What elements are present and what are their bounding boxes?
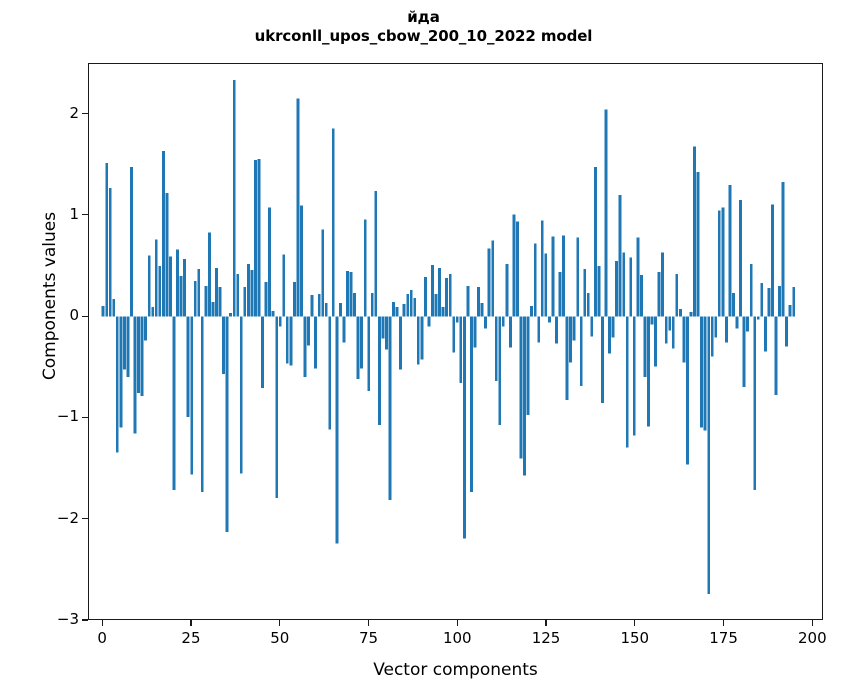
plot-area: [88, 63, 823, 620]
x-tick-label: 75: [358, 629, 379, 647]
y-tick-mark: [82, 214, 88, 216]
y-tick-mark: [82, 113, 88, 115]
x-tick-label: 100: [442, 629, 472, 647]
x-tick-mark: [545, 620, 547, 626]
x-tick-mark: [456, 620, 458, 626]
x-tick-mark: [811, 620, 813, 626]
x-tick-label: 25: [181, 629, 201, 647]
y-tick-mark: [82, 619, 88, 621]
y-axis-label: Components values: [40, 211, 60, 381]
y-tick-label: −3: [56, 610, 79, 628]
x-tick-label: 175: [709, 629, 738, 647]
y-tick-label: 2: [69, 103, 79, 122]
y-tick-mark: [82, 518, 88, 520]
x-tick-mark: [634, 620, 636, 626]
x-tick-mark: [101, 620, 103, 626]
y-tick-label: −2: [56, 508, 79, 527]
y-tick-mark: [82, 416, 88, 419]
x-tick-mark: [367, 620, 370, 626]
x-tick-label: 50: [270, 629, 290, 647]
chart-title: йда ukrconll_upos_cbow_200_10_2022 model: [0, 8, 847, 46]
x-tick-label: 125: [531, 629, 561, 647]
y-tick-label: 1: [69, 204, 79, 223]
x-tick-mark: [190, 620, 192, 626]
y-tick-mark: [82, 315, 88, 317]
x-axis-label: Vector components: [373, 660, 538, 680]
y-tick-label: −1: [56, 407, 79, 426]
bar-series: [101, 80, 796, 594]
x-tick-label: 0: [97, 629, 107, 647]
y-tick-label: 0: [69, 306, 79, 325]
x-tick-mark: [279, 620, 281, 626]
chart-title-line-2: ukrconll_upos_cbow_200_10_2022 model: [254, 27, 593, 45]
x-tick-label: 200: [798, 629, 827, 647]
chart-title-line-1: йда: [407, 8, 440, 26]
x-tick-mark: [722, 620, 725, 626]
x-tick-label: 150: [620, 629, 650, 647]
